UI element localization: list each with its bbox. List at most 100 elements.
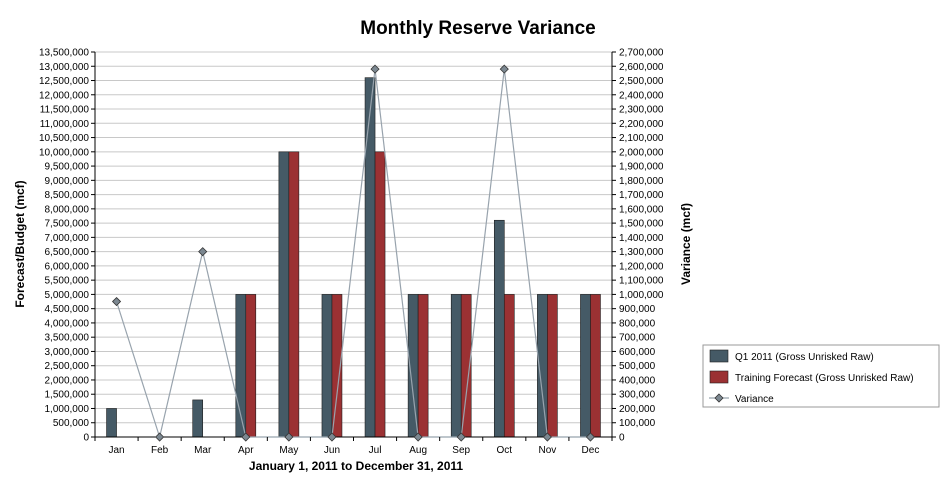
variance-point [155, 432, 165, 442]
x-tick-label: Feb [151, 445, 169, 456]
bar-training-forecast [547, 294, 558, 438]
y-tick-label: 1,000,000 [45, 404, 90, 415]
bars [106, 77, 601, 438]
legend-box [702, 344, 940, 408]
grid [95, 51, 612, 424]
y-tick-label: 3,500,000 [45, 333, 90, 344]
legend-label: Training Forecast (Gross Unrisked Raw) [735, 373, 914, 384]
bar-q1-2011 [364, 77, 376, 438]
bar-q1-2011 [580, 294, 591, 438]
y-axis-ticks: 0 500,000 1,000,000 1,500,000 2,000,000 2,500… [39, 48, 95, 444]
y-tick-label: 2,000,000 [45, 375, 90, 386]
variance-point [585, 432, 596, 442]
chart-title: Monthly Reserve Variance [360, 18, 596, 39]
y2-tick-label: 1,500,000 [619, 219, 664, 230]
bar-training-forecast [245, 294, 257, 438]
y-tick-label: 0 [83, 433, 89, 444]
y-tick-label: 11,000,000 [40, 119, 90, 130]
variance-point [241, 432, 251, 442]
y2-tick-label: 1,900,000 [619, 162, 664, 173]
x-tick-label: Aug [409, 445, 427, 456]
legend-label: Variance [735, 394, 774, 405]
x-tick-label: Nov [538, 445, 556, 456]
x-tick-label: Mar [194, 445, 212, 456]
y2-tick-label: 1,700,000 [619, 190, 664, 201]
variance-point [499, 64, 509, 74]
y-tick-label: 12,500,000 [39, 76, 89, 87]
legend: Q1 2011 (Gross Unrisked Raw) Training For… [702, 344, 940, 408]
bar-q1-2011 [278, 151, 290, 438]
y-tick-label: 8,500,000 [45, 190, 90, 201]
y-tick-label: 4,000,000 [45, 318, 90, 329]
bar-training-forecast [503, 294, 515, 438]
y-tick-label: 13,000,000 [39, 62, 89, 73]
bar-q1-2011 [493, 219, 505, 438]
variance-point [327, 432, 337, 442]
legend-label: Q1 2011 (Gross Unrisked Raw) [735, 352, 874, 363]
bar-q1-2011 [450, 294, 462, 438]
bar-training-forecast [417, 294, 429, 438]
bar-training-forecast [288, 151, 300, 438]
variance-point [456, 432, 466, 442]
y2-tick-label: 400,000 [619, 375, 656, 386]
x-tick-label: Dec [582, 445, 600, 456]
y-tick-label: 3,000,000 [45, 347, 90, 358]
legend-swatch [709, 349, 729, 363]
y-tick-label: 5,500,000 [45, 276, 90, 287]
variance-point [198, 247, 208, 257]
y2-tick-label: 2,700,000 [619, 48, 664, 59]
y-tick-label: 8,000,000 [45, 204, 90, 215]
y-tick-label: 13,500,000 [39, 48, 89, 59]
variance-line [111, 64, 596, 442]
variance-point [542, 432, 552, 442]
y2-tick-label: 1,200,000 [619, 261, 664, 272]
y-tick-label: 7,500,000 [45, 219, 90, 230]
y-tick-label: 10,500,000 [39, 133, 89, 144]
y2-tick-label: 900,000 [619, 304, 656, 315]
x-axis-title: January 1, 2011 to December 31, 2011 [249, 459, 463, 473]
y2-tick-label: 1,100,000 [619, 276, 664, 287]
variance-point [284, 432, 294, 442]
y2-tick-label: 800,000 [619, 318, 656, 329]
y-tick-label: 6,000,000 [45, 261, 90, 272]
y2-tick-label: 1,000,000 [619, 290, 664, 301]
bar-q1-2011 [192, 399, 204, 438]
y2-tick-label: 300,000 [619, 390, 656, 401]
legend-swatch [709, 370, 729, 384]
bar-q1-2011 [321, 294, 333, 438]
x-tick-label: Jul [369, 445, 382, 456]
y-tick-label: 11,500,000 [40, 105, 90, 116]
y2-tick-label: 2,500,000 [619, 76, 664, 87]
bar-q1-2011 [106, 408, 117, 438]
bar-training-forecast [374, 151, 386, 438]
y2-tick-label: 500,000 [619, 361, 656, 372]
y-tick-label: 2,500,000 [45, 361, 90, 372]
y-tick-label: 9,500,000 [45, 162, 90, 173]
y2-axis-ticks: 0 100,000 200,000 300,000 400,000 500,000 600,… [612, 48, 664, 444]
variance-series-line [115, 69, 591, 440]
x-tick-label: Sep [452, 445, 470, 456]
bar-training-forecast [590, 294, 601, 438]
x-tick-label: May [279, 445, 298, 456]
y-tick-label: 10,000,000 [39, 147, 89, 158]
y2-tick-label: 2,000,000 [619, 147, 664, 158]
x-tick-label: Oct [497, 445, 513, 456]
variance-point [111, 296, 122, 307]
y2-tick-label: 2,100,000 [619, 133, 664, 144]
y-tick-label: 5,000,000 [45, 290, 90, 301]
y2-tick-label: 700,000 [619, 333, 656, 344]
variance-point [370, 64, 380, 74]
y2-tick-label: 200,000 [619, 404, 656, 415]
legend-marker [714, 393, 724, 403]
y-tick-label: 7,000,000 [45, 233, 90, 244]
y2-tick-label: 1,300,000 [619, 247, 664, 258]
y-tick-label: 1,500,000 [45, 390, 90, 401]
variance-point [413, 432, 423, 442]
y2-tick-label: 1,800,000 [619, 176, 664, 187]
x-axis-ticks: Jan Feb Mar Apr May Jun Jul Aug Sep Oct Nov Dec [94, 437, 613, 456]
y2-tick-label: 2,600,000 [619, 62, 664, 73]
y-tick-label: 6,500,000 [45, 247, 90, 258]
y2-tick-label: 2,200,000 [619, 119, 664, 130]
y-tick-label: 500,000 [53, 418, 90, 429]
